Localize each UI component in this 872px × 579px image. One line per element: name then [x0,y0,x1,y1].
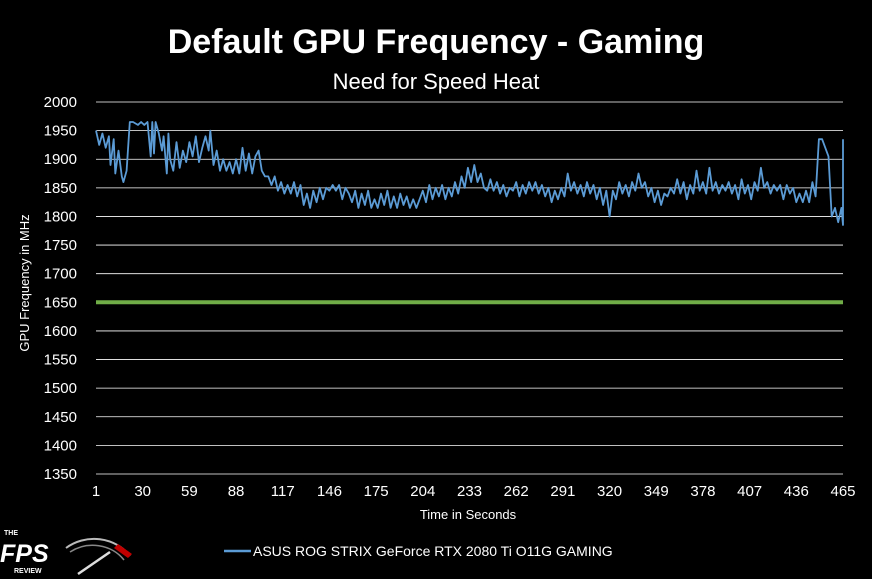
y-axis-title: GPU Frequency in MHz [17,214,32,351]
x-tick-label: 349 [644,483,669,500]
logo-top-text: THE [4,530,18,537]
x-tick-label: 291 [550,483,575,500]
chart-title: Default GPU Frequency - Gaming [168,23,705,61]
y-tick-label: 1700 [44,266,77,283]
y-tick-label: 1800 [44,208,77,225]
y-tick-label: 1400 [44,437,77,454]
x-axis-ticks: 1 30 59 88 117 146 175 204 233 262 291 320 349 378 407… [92,483,856,500]
x-tick-label: 465 [830,483,855,500]
y-tick-label: 2000 [44,94,77,111]
x-tick-label: 88 [228,483,245,500]
y-tick-label: 1750 [44,237,77,254]
logo-main-text: FPS [0,540,49,568]
y-tick-label: 1600 [44,323,77,340]
x-tick-label: 262 [504,483,529,500]
x-tick-label: 436 [784,483,809,500]
logo-bottom-text: REVIEW [14,568,42,575]
x-tick-label: 407 [737,483,762,500]
series-line [95,121,844,226]
legend: ASUS ROG STRIX GeForce RTX 2080 Ti O11G … [224,543,613,559]
fps-review-logo: THE FPS REVIEW [0,530,132,576]
y-tick-label: 1900 [44,151,77,168]
x-tick-label: 204 [410,483,435,500]
y-axis-ticks: 2000 1950 1900 1850 1800 1750 1700 1650 1600 1550… [44,94,77,483]
y-tick-label: 1850 [44,180,77,197]
x-tick-label: 30 [134,483,151,500]
x-tick-label: 117 [271,483,295,500]
logo-redline-icon [114,544,132,558]
y-tick-label: 1450 [44,409,77,426]
x-tick-label: 320 [597,483,622,500]
x-tick-label: 233 [457,483,482,500]
y-tick-label: 1950 [44,123,77,140]
x-tick-label: 175 [364,483,389,500]
y-tick-label: 1500 [44,380,77,397]
x-tick-label: 59 [181,483,198,500]
x-tick-label: 146 [317,483,342,500]
y-tick-label: 1350 [44,466,77,483]
chart-subtitle: Need for Speed Heat [333,69,540,94]
x-tick-label: 378 [690,483,715,500]
x-tick-label: 1 [92,483,100,500]
logo-gauge-arc-inner [69,544,125,561]
y-tick-label: 1550 [44,352,77,369]
logo-needle-icon [77,550,111,576]
x-axis-title: Time in Seconds [420,507,517,522]
y-tick-label: 1650 [44,294,77,311]
legend-label: ASUS ROG STRIX GeForce RTX 2080 Ti O11G … [253,543,613,559]
